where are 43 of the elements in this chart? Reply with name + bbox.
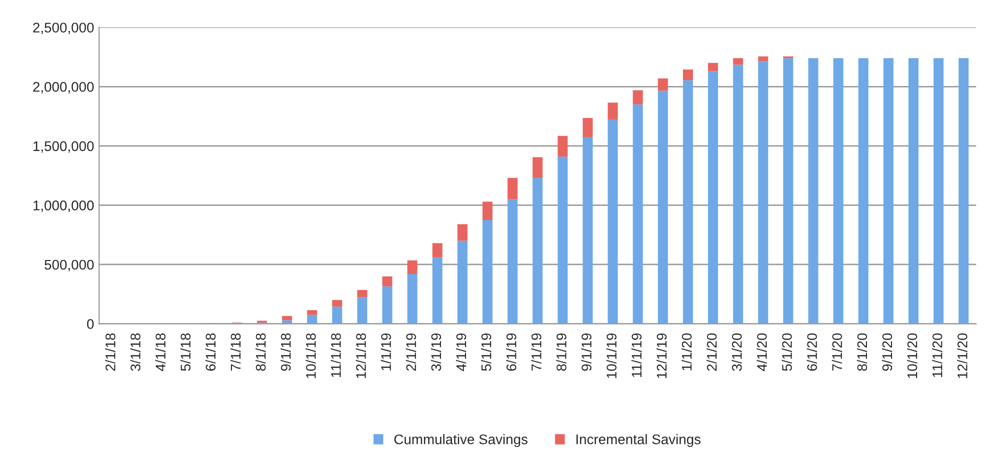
legend-label: Cummulative Savings	[394, 434, 528, 448]
x-tick-label: 4/1/18	[155, 333, 166, 372]
x-tick-label: 6/1/20	[806, 333, 817, 371]
x-tick-label: 5/1/18	[180, 333, 191, 371]
x-tick-label: 6/1/18	[205, 333, 216, 371]
x-tick-label: 6/1/19	[506, 333, 516, 371]
legend-label: Incremental Savings	[576, 434, 701, 448]
x-tick-label: 5/1/20	[782, 333, 792, 371]
x-tick-label: 1/1/20	[681, 333, 692, 370]
y-tick-label: 1,000,000	[34, 200, 94, 212]
x-tick-label: 8/1/19	[556, 333, 566, 371]
y-tick-label: 2,000,000	[33, 82, 94, 94]
x-tick-label: 10/1/19	[606, 333, 617, 378]
x-tick-label: 11/1/20	[932, 333, 942, 378]
x-tick-label: 11/1/18	[330, 333, 341, 378]
x-tick-label: 12/1/20	[957, 333, 968, 378]
x-tick-label: 8/1/20	[856, 333, 868, 371]
x-tick-label: 3/1/19	[430, 333, 442, 371]
x-tick-label: 7/1/20	[832, 333, 842, 371]
x-tick-label: 10/1/20	[907, 333, 918, 378]
x-tick-label: 2/1/18	[105, 333, 116, 371]
x-tick-label: 12/1/18	[356, 333, 366, 378]
x-tick-label: 4/1/20	[756, 333, 767, 372]
y-tick-label: 1,500,000	[34, 141, 94, 153]
x-tick-label: 8/1/18	[256, 333, 266, 371]
x-tick-label: 11/1/19	[631, 333, 642, 378]
x-tick-label: 9/1/18	[280, 333, 291, 371]
x-tick-label: 5/1/19	[481, 333, 492, 371]
x-tick-label: 9/1/19	[581, 333, 592, 371]
x-tick-label: 3/1/20	[732, 333, 742, 371]
y-tick-label: 500,000	[44, 260, 94, 272]
x-tick-label: 2/1/20	[706, 333, 717, 371]
y-tick-label: 2,500,000	[33, 22, 94, 34]
x-tick-label: 1/1/19	[380, 333, 391, 370]
x-tick-label: 7/1/18	[230, 333, 241, 371]
y-tick-label: 0	[87, 319, 94, 329]
x-tick-label: 3/1/18	[130, 333, 140, 371]
x-tick-label: 10/1/18	[306, 333, 316, 378]
x-tick-label: 12/1/19	[656, 333, 667, 378]
x-tick-label: 7/1/19	[531, 333, 542, 371]
x-tick-label: 2/1/19	[406, 333, 416, 371]
x-tick-label: 4/1/19	[456, 333, 466, 372]
x-tick-label: 9/1/20	[882, 333, 892, 371]
